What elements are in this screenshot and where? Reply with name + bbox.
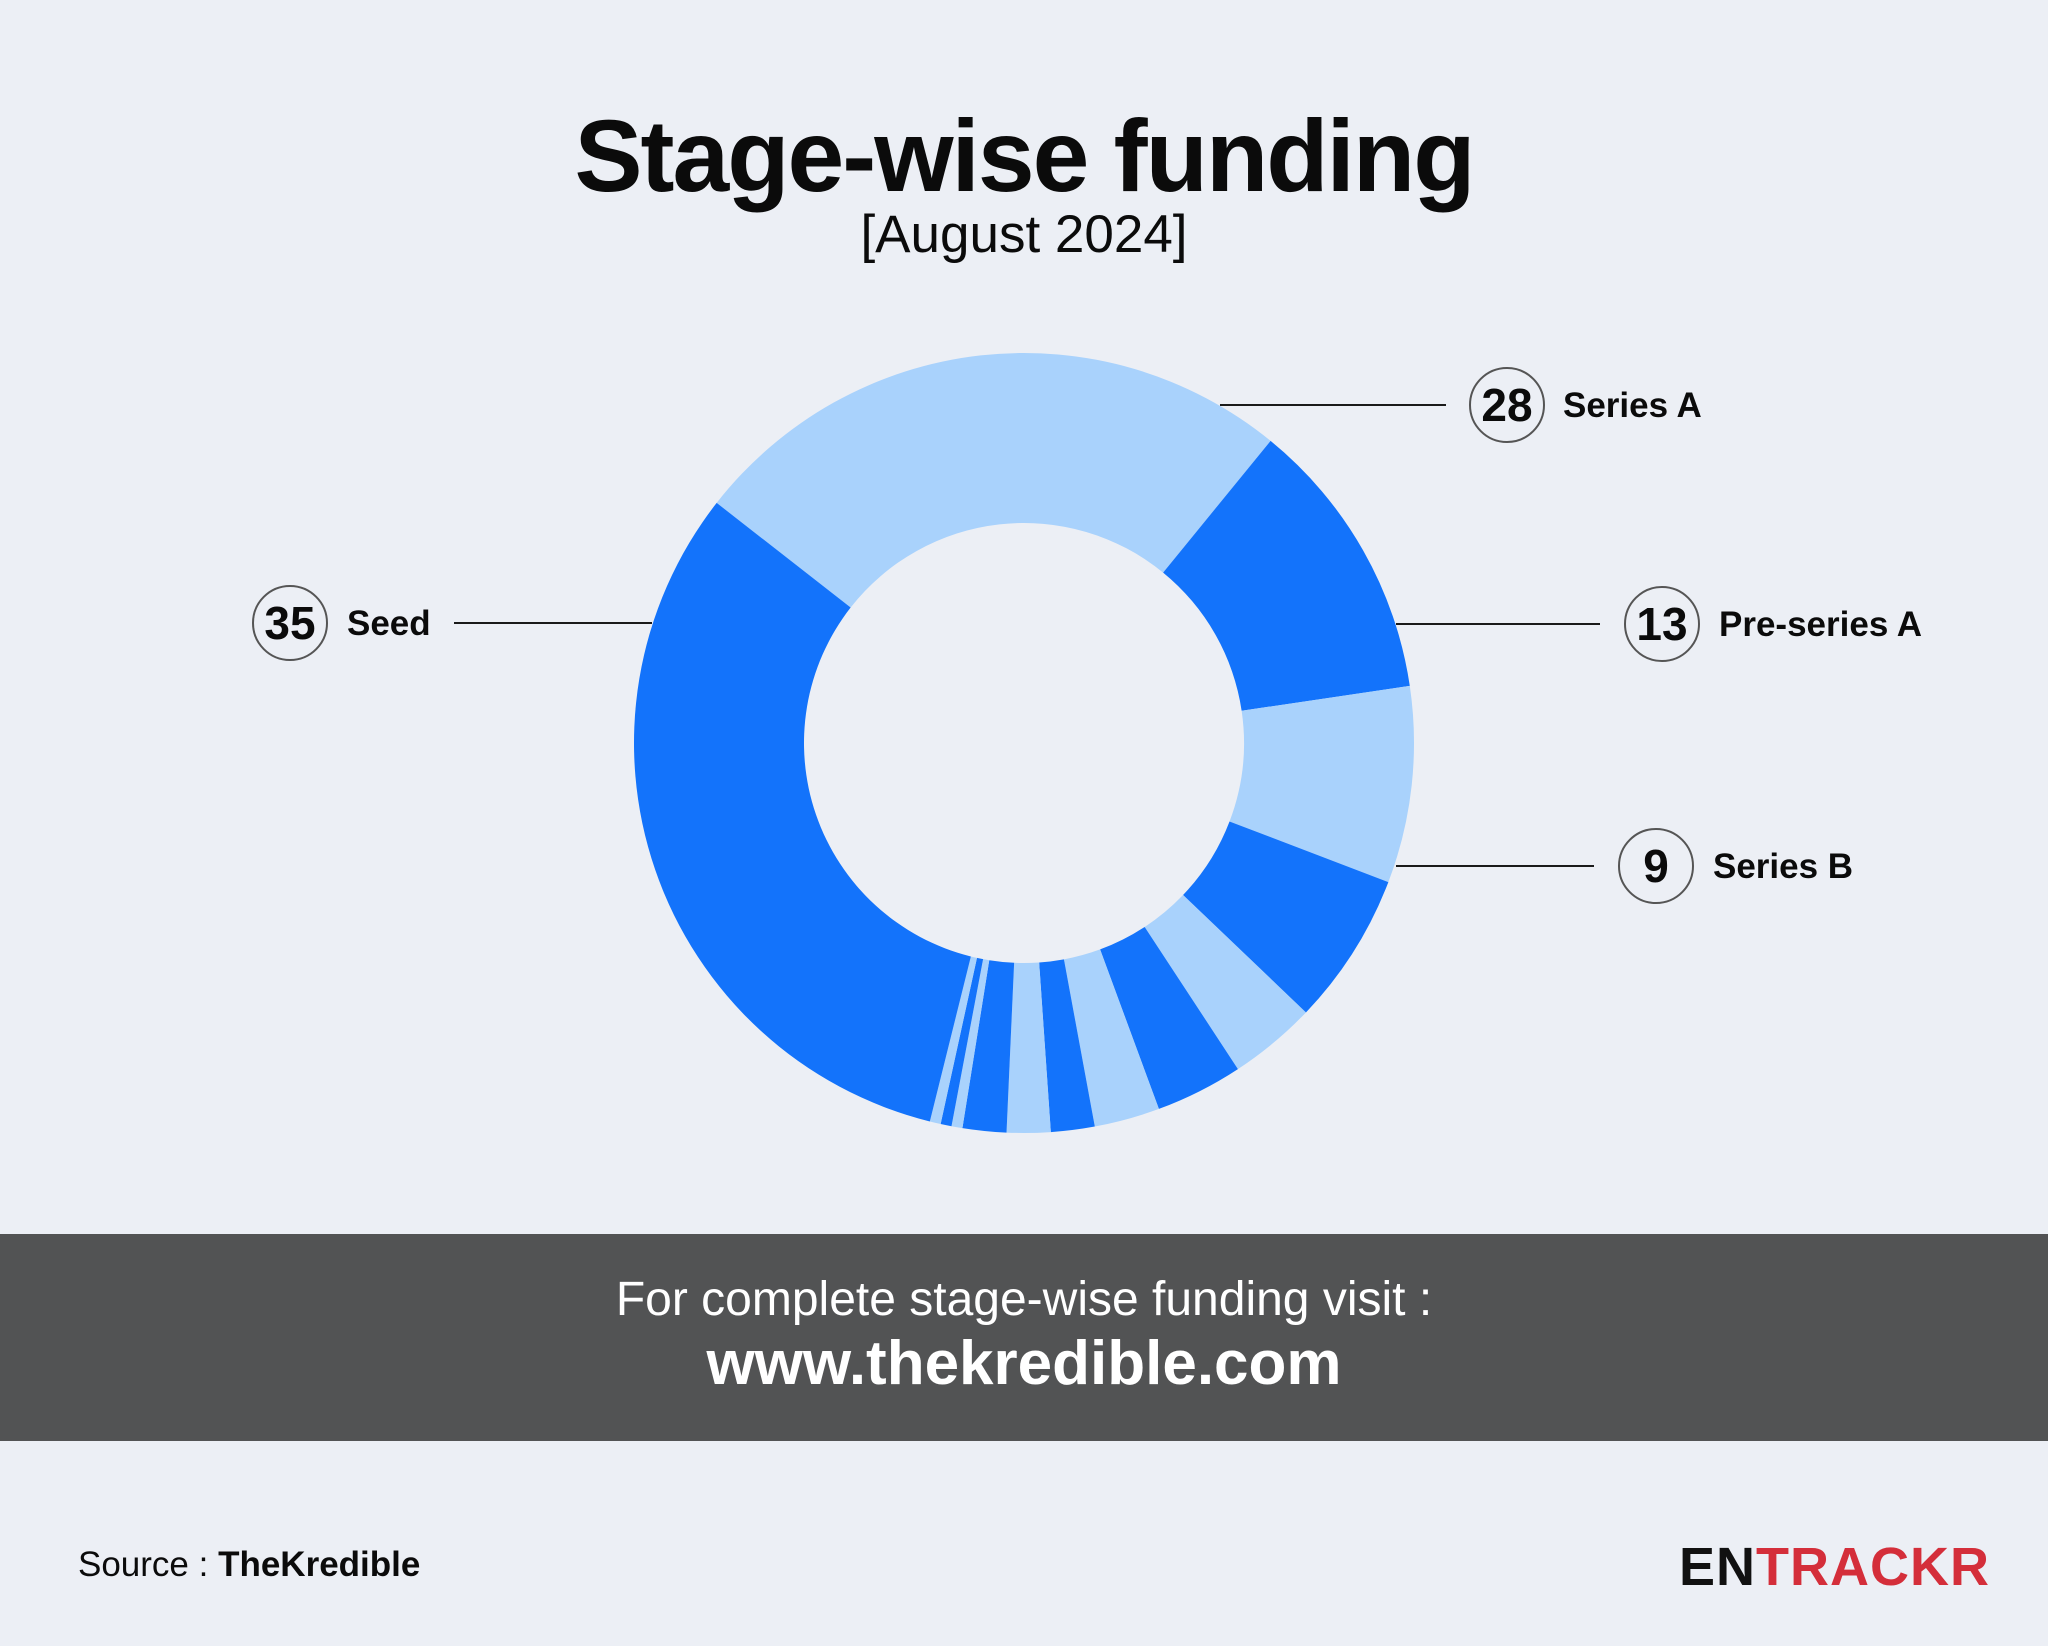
banner-text: For complete stage-wise funding visit : bbox=[615, 1273, 1433, 1326]
slice-name-label: Series A bbox=[1563, 386, 1702, 425]
callout-series-b: 9 Series B bbox=[1396, 828, 1853, 904]
slice-name-label: Series B bbox=[1713, 847, 1853, 886]
callout-pre-series-a: 13 Pre-series A bbox=[1396, 586, 1922, 662]
slice-value-label: 13 bbox=[1636, 598, 1687, 650]
donut-slice-12 bbox=[929, 956, 977, 1124]
donut-slice-8 bbox=[1006, 962, 1051, 1133]
promo-banner bbox=[0, 1234, 2048, 1441]
donut-slice-4 bbox=[1144, 894, 1306, 1070]
donut-slice-0 bbox=[716, 353, 1271, 608]
callout-labels: 28 Series A 13 Pre-series A 9 Series B 35 Seed bbox=[252, 367, 1922, 904]
entrackr-logo: ENTRACKR bbox=[1679, 1537, 1990, 1597]
slice-value-label: 35 bbox=[264, 597, 315, 649]
callout-series-a: 28 Series A bbox=[1220, 367, 1702, 443]
donut-slice-7 bbox=[1039, 959, 1095, 1133]
value-circle bbox=[1469, 367, 1545, 443]
chart-title: Stage-wise funding bbox=[574, 99, 1475, 213]
source-credit: Source : TheKredible bbox=[78, 1545, 421, 1585]
donut-slice-9 bbox=[962, 960, 1015, 1133]
donut-slice-1 bbox=[1163, 440, 1410, 711]
donut-slice-6 bbox=[1063, 949, 1159, 1127]
logo-part-en: EN bbox=[1679, 1537, 1757, 1597]
donut-slice-11 bbox=[940, 957, 984, 1127]
slice-value-label: 28 bbox=[1481, 379, 1532, 431]
donut-slice-2 bbox=[1229, 685, 1415, 883]
donut-slice-3 bbox=[1183, 821, 1389, 1013]
banner-link[interactable]: www.thekredible.com bbox=[706, 1329, 1342, 1398]
slice-name-label: Seed bbox=[347, 604, 431, 643]
value-circle bbox=[1624, 586, 1700, 662]
value-circle bbox=[1618, 828, 1694, 904]
logo-part-trackr: TRACKR bbox=[1756, 1537, 1990, 1597]
donut-slices bbox=[634, 353, 1415, 1133]
value-circle bbox=[252, 585, 328, 661]
chart-subtitle: [August 2024] bbox=[860, 205, 1188, 264]
donut-slice-5 bbox=[1100, 926, 1238, 1109]
callout-seed: 35 Seed bbox=[252, 585, 652, 661]
slice-name-label: Pre-series A bbox=[1719, 605, 1922, 644]
donut-slice-13 bbox=[634, 502, 971, 1122]
donut-slice-10 bbox=[951, 959, 990, 1129]
slice-value-label: 9 bbox=[1643, 840, 1669, 892]
source-label: Source : bbox=[78, 1545, 219, 1584]
source-name: TheKredible bbox=[218, 1545, 421, 1584]
